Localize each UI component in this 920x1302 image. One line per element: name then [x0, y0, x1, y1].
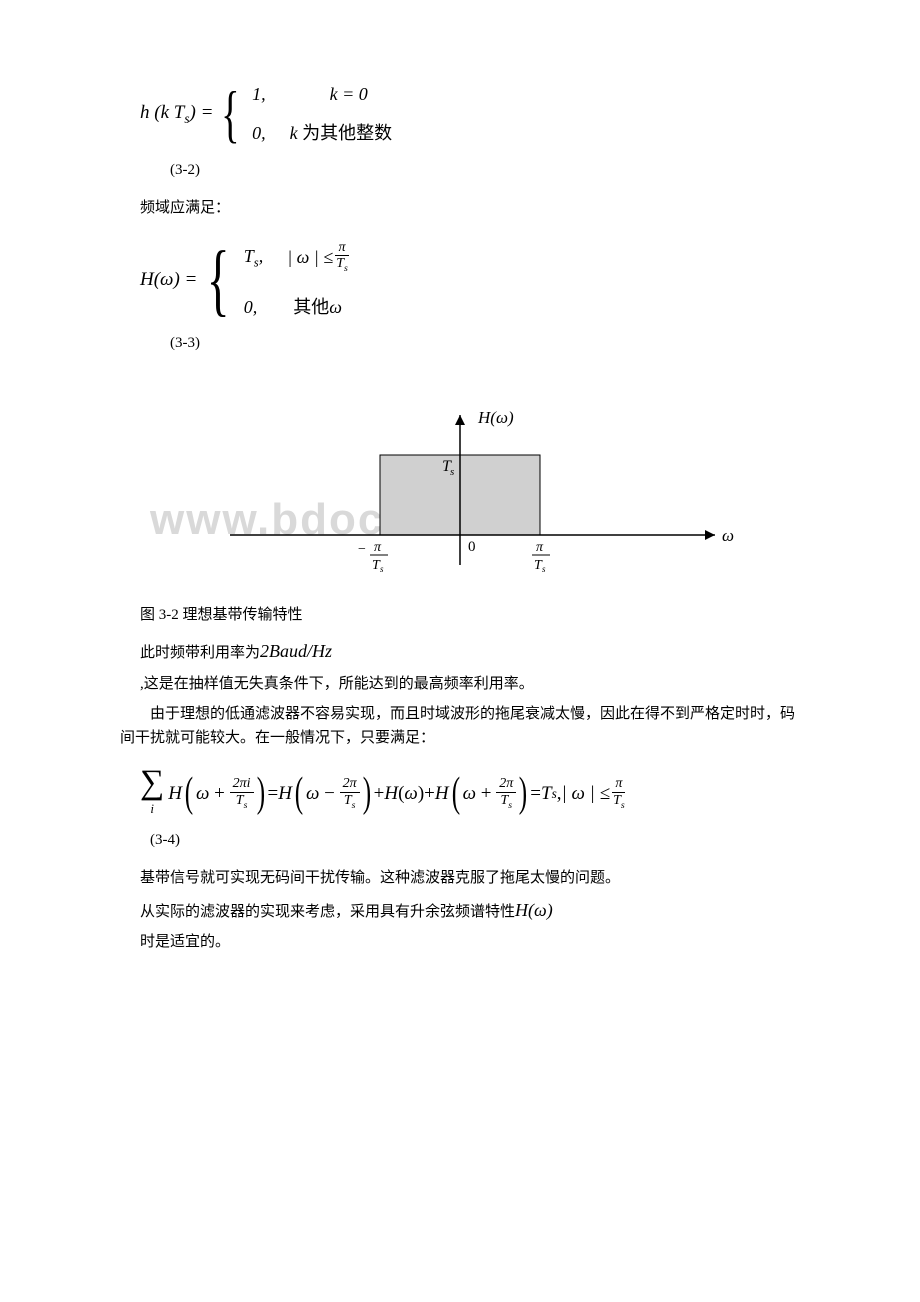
svg-text:H(ω): H(ω) — [477, 408, 514, 427]
equation-3-2: h (k Ts) = { 1, k = 0 0, k 为其他整数 — [140, 80, 840, 148]
eq1-cases: 1, k = 0 0, k 为其他整数 — [252, 80, 392, 148]
text-freq-domain: 频域应满足： — [140, 196, 840, 220]
eq1-case1-cond: k = 0 — [330, 80, 368, 109]
eqnum-3-4: (3-4) — [150, 828, 840, 852]
eq2-lhs: H(ω) = — [140, 265, 197, 295]
eq1-case2-val: 0, — [252, 119, 266, 148]
eq2-case2-val: 0, — [244, 293, 258, 322]
brace-icon: { — [207, 244, 230, 316]
figure-caption: 图 3-2 理想基带传输特性 — [140, 603, 840, 627]
eqnum-3-2: (3-2) — [170, 158, 840, 182]
math-2baud: 2Baud/Hz — [260, 641, 332, 661]
svg-text:s: s — [542, 564, 546, 574]
brace-icon: { — [222, 85, 240, 143]
text-bandwidth-eff: 此时频带利用率为2Baud/Hz — [140, 637, 840, 666]
ideal-lowpass-svg: H(ω) T s 0 ω − π T s π T s — [180, 375, 740, 585]
svg-text:0: 0 — [468, 539, 476, 555]
text-max-eff: ,这是在抽样值无失真条件下，所能达到的最高频率利用率。 — [140, 672, 840, 696]
svg-text:s: s — [450, 466, 454, 478]
math-h-omega: H(ω) — [515, 900, 553, 920]
text-suitable: 时是适宜的。 — [140, 930, 840, 954]
figure-3-2: www.bdocx.com H(ω) T s 0 ω − π T s — [180, 375, 740, 593]
eq2-cases: Ts, | ω | ≤ π Ts 0, 其他ω — [244, 240, 351, 322]
text-raised-cosine: 从实际的滤波器的实现来考虑，采用具有升余弦频谱特性H(ω) — [140, 896, 840, 925]
svg-text:ω: ω — [722, 526, 734, 545]
eq1-case2-cond: k 为其他整数 — [290, 119, 393, 148]
sigma-icon: ∑ i — [140, 768, 164, 819]
text-ideal-filter: 由于理想的低通滤波器不容易实现，而且时域波形的拖尾衰减太慢，因此在得不到严格定时… — [120, 702, 800, 750]
eq2-case1-val: Ts, — [244, 242, 263, 273]
equation-3-4: ∑ i H ( ω + 2πiTs ) = H ( ω − 2πTs ) + H… — [140, 768, 840, 819]
eq2-case2-cond: 其他ω — [293, 293, 342, 322]
text-no-isi: 基带信号就可实现无码间干扰传输。这种滤波器克服了拖尾太慢的问题。 — [140, 866, 840, 890]
svg-text:s: s — [380, 564, 384, 574]
eq2-case1-cond: | ω | ≤ π Ts — [287, 240, 351, 275]
svg-text:π: π — [536, 540, 544, 555]
eq1-lhs: h (k Ts) = — [140, 98, 213, 129]
eq1-case1-val: 1, — [252, 80, 266, 109]
svg-text:−: − — [358, 542, 366, 557]
eqnum-3-3: (3-3) — [170, 331, 840, 355]
equation-3-3: H(ω) = { Ts, | ω | ≤ π Ts 0, 其他ω — [140, 240, 840, 322]
svg-text:π: π — [374, 540, 382, 555]
